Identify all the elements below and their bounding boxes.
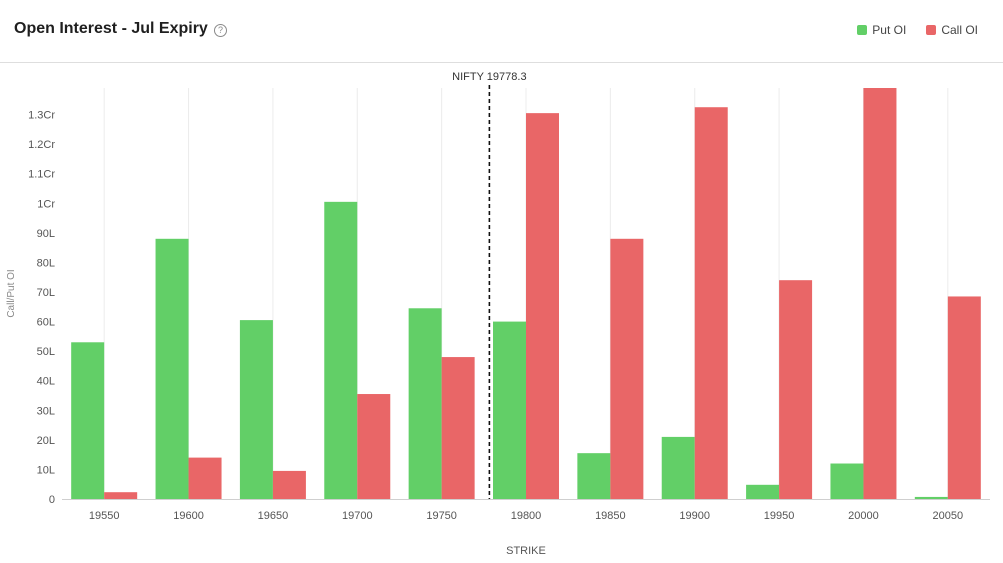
put-oi-bar-19950: [746, 484, 780, 499]
put-oi-bar-19700: [324, 201, 358, 499]
y-tick-label: 1.3Cr: [28, 110, 55, 122]
call-oi-bar-19900: [694, 107, 728, 499]
call-oi-bar-19800: [526, 113, 559, 500]
y-tick-label: 90L: [37, 228, 55, 240]
legend-label-call-oi: Call OI: [941, 23, 978, 37]
x-tick-label: 20000: [848, 510, 879, 522]
call-oi-bar-19600: [188, 457, 222, 499]
put-oi-bar-19750: [408, 308, 442, 499]
y-tick-label: 10L: [37, 464, 55, 476]
put-oi-bar-19900: [661, 436, 695, 499]
call-oi-bar-19750: [441, 357, 475, 499]
call-oi-bar-19700: [357, 394, 391, 499]
put-oi-bar-19600: [155, 238, 189, 499]
y-tick-label: 1.1Cr: [28, 169, 55, 181]
spot-label: NIFTY 19778.3: [452, 71, 526, 83]
chart-title: Open Interest - Jul Expiry: [14, 20, 208, 37]
legend-label-put-oi: Put OI: [872, 23, 907, 37]
y-tick-label: 30L: [37, 405, 55, 417]
y-axis-label: Call/Put OI: [6, 269, 17, 317]
x-axis: 19550 19600 19650 19700 19750 19800 19850 19900…: [62, 499, 990, 522]
y-tick-label: 20L: [37, 435, 55, 447]
y-axis: 0 10L 20L 30L 40L 50L 60L 70L 80L 90L 1Cr 1.1Cr 1.2C…: [28, 110, 55, 506]
x-tick-label: 19750: [426, 510, 457, 522]
bars: [71, 88, 981, 500]
y-tick-label: 80L: [37, 257, 55, 269]
x-tick-label: 19850: [595, 510, 626, 522]
x-tick-label: 19650: [258, 510, 289, 522]
y-tick-label: 40L: [37, 376, 55, 388]
oi-bar-chart: 0 10L 20L 30L 40L 50L 60L 70L 80L 90L 1Cr 1.1Cr 1.2C…: [6, 71, 990, 557]
call-oi-bar-20000: [863, 88, 897, 499]
spot-marker: NIFTY 19778.3: [452, 71, 527, 499]
put-oi-swatch: [857, 25, 868, 35]
y-tick-label: 50L: [37, 346, 55, 358]
y-tick-label: 1Cr: [37, 198, 55, 210]
put-oi-bar-20050: [914, 496, 948, 499]
put-oi-bar-20000: [830, 463, 864, 499]
call-oi-bar-20050: [947, 296, 981, 499]
x-tick-label: 19550: [89, 510, 120, 522]
legend-item-put-oi[interactable]: Put OI: [857, 23, 906, 37]
y-tick-label: 0: [49, 494, 55, 506]
legend-item-call-oi[interactable]: Call OI: [926, 23, 978, 37]
call-oi-bar-19950: [779, 280, 813, 499]
chart-header: Open Interest - Jul Expiry ? Put OI Call…: [0, 0, 1003, 63]
x-tick-label: 20050: [933, 510, 964, 522]
call-oi-swatch: [926, 25, 937, 35]
put-oi-bar-19650: [239, 320, 273, 499]
call-oi-bar-19650: [272, 470, 306, 499]
call-oi-bar-19550: [104, 492, 138, 499]
x-tick-label: 19900: [679, 510, 710, 522]
call-oi-bar-19850: [610, 238, 644, 499]
question-circle-icon[interactable]: ?: [214, 24, 227, 37]
x-tick-label: 19600: [173, 510, 204, 522]
x-tick-label: 19800: [511, 510, 542, 522]
y-tick-label: 70L: [37, 287, 55, 299]
x-tick-label: 19950: [764, 510, 795, 522]
x-tick-label: 19700: [342, 510, 373, 522]
y-tick-label: 1.2Cr: [28, 139, 55, 151]
legend: Put OI Call OI: [857, 23, 978, 37]
x-axis-label: STRIKE: [506, 545, 546, 557]
put-oi-bar-19550: [71, 342, 105, 499]
y-tick-label: 60L: [37, 317, 55, 329]
put-oi-bar-19800: [493, 321, 526, 499]
put-oi-bar-19850: [577, 453, 611, 499]
